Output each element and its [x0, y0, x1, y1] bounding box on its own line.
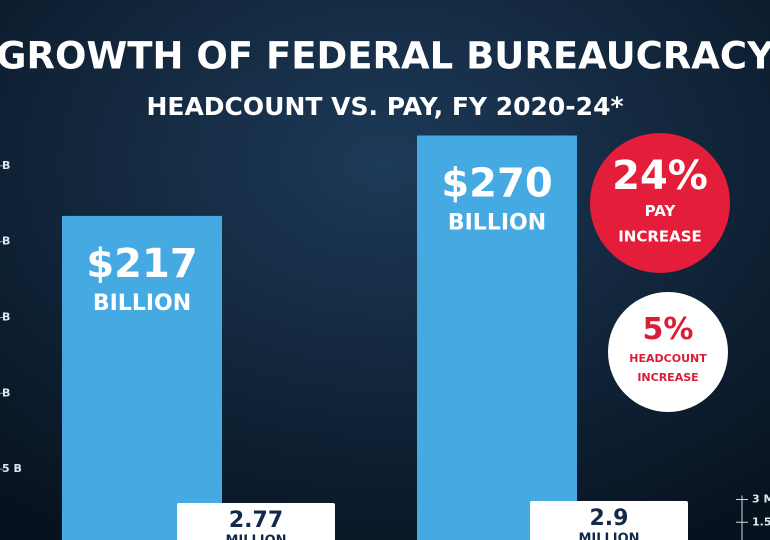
callout-circle: [590, 133, 730, 273]
callout-text: PAY: [645, 202, 677, 220]
y-tick-label: B: [2, 386, 10, 399]
y-tick-label: B: [2, 235, 10, 248]
y-tick-label: B: [2, 159, 10, 172]
y2-tick-label: 3 M: [752, 493, 770, 506]
bar: [62, 215, 222, 540]
unit-label: BILLION: [93, 291, 191, 316]
unit-label: BILLION: [448, 211, 546, 236]
headcount-label: 2.77: [229, 508, 283, 533]
callout-text: INCREASE: [618, 227, 702, 245]
value-label: $270: [441, 161, 552, 207]
value-label: $217: [86, 241, 197, 287]
y2-tick-label: 1.5: [752, 515, 770, 528]
callout-circle: [608, 292, 728, 412]
y-tick-label: B: [2, 311, 10, 324]
chart-title: GROWTH OF FEDERAL BUREAUCRACY: [0, 35, 770, 78]
callout-value: 24%: [612, 153, 708, 199]
headcount-label: 2.9: [590, 506, 629, 531]
headcount-box: [530, 501, 688, 540]
chart-subtitle: HEADCOUNT VS. PAY, FY 2020-24*: [146, 92, 623, 121]
headcount-unit: MILLION: [578, 532, 639, 540]
callout-value: 5%: [643, 312, 694, 347]
headcount-unit: MILLION: [225, 533, 286, 540]
y-tick-label: 5 B: [2, 462, 22, 475]
callout-text: INCREASE: [637, 371, 698, 384]
headcount-box: [177, 502, 335, 540]
bar: [417, 135, 577, 540]
callout-text: HEADCOUNT: [629, 352, 707, 365]
